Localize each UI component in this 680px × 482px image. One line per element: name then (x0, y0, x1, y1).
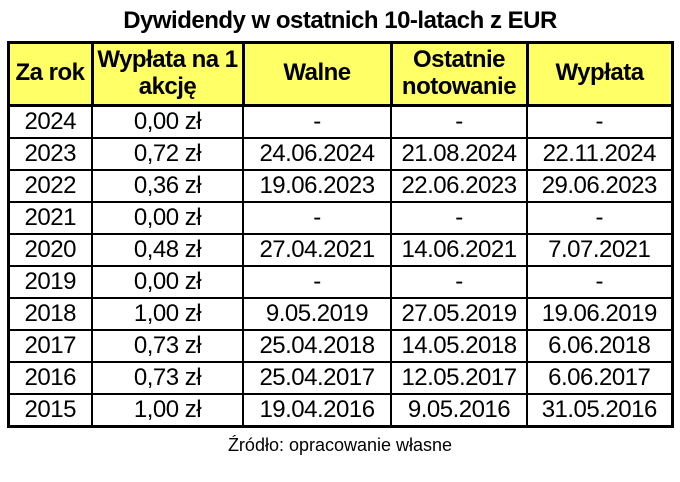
walne-cell: 19.06.2023 (242, 168, 392, 203)
last-quote-cell: 14.06.2021 (390, 232, 528, 267)
table-header: Za rok Wypłata na 1 akcję Walne Ostatnie… (6, 40, 674, 107)
table-row: 2018 1,00 zł 9.05.2019 27.05.2019 19.06.2019 (7, 296, 673, 331)
per-share-cell: 0,48 zł (91, 232, 244, 267)
table-row: 2015 1,00 zł 19.04.2016 9.05.2016 31.05.2016 (7, 392, 673, 428)
year-cell: 2022 (7, 168, 93, 203)
last-quote-cell: - (390, 104, 528, 139)
year-cell: 2023 (7, 136, 93, 171)
payout-cell: 31.05.2016 (526, 392, 673, 428)
header-cell-year: Za rok (6, 40, 94, 107)
walne-cell: 25.04.2017 (242, 360, 392, 395)
year-cell: 2021 (7, 200, 93, 235)
table-row: 2016 0,73 zł 25.04.2017 12.05.2017 6.06.2017 (7, 360, 673, 395)
payout-cell: - (526, 200, 673, 235)
payout-cell: - (526, 264, 673, 299)
per-share-cell: 0,00 zł (91, 104, 244, 139)
walne-cell: 25.04.2018 (242, 328, 392, 363)
page: Dywidendy w ostatnich 10-latach z EUR Za… (0, 7, 680, 482)
dividends-table: Za rok Wypłata na 1 akcję Walne Ostatnie… (6, 40, 674, 428)
table-row: 2017 0,73 zł 25.04.2018 14.05.2018 6.06.2018 (7, 328, 673, 363)
per-share-cell: 1,00 zł (91, 392, 244, 428)
walne-cell: 9.05.2019 (242, 296, 392, 331)
payout-cell: - (526, 104, 673, 139)
table-header-row: Za rok Wypłata na 1 akcję Walne Ostatnie… (6, 40, 674, 107)
header-cell-payout: Wypłata (525, 40, 674, 107)
last-quote-cell: - (390, 264, 528, 299)
year-cell: 2020 (7, 232, 93, 267)
year-cell: 2016 (7, 360, 93, 395)
table-row: 2019 0,00 zł - - - (7, 264, 673, 299)
payout-cell: 7.07.2021 (526, 232, 673, 267)
table-row: 2023 0,72 zł 24.06.2024 21.08.2024 22.11.202… (7, 136, 673, 171)
walne-cell: 27.04.2021 (242, 232, 392, 267)
last-quote-cell: - (390, 200, 528, 235)
per-share-cell: 0,00 zł (91, 200, 244, 235)
walne-cell: - (242, 264, 392, 299)
walne-cell: - (242, 200, 392, 235)
year-cell: 2015 (7, 392, 93, 428)
walne-cell: - (242, 104, 392, 139)
last-quote-cell: 12.05.2017 (390, 360, 528, 395)
year-cell: 2018 (7, 296, 93, 331)
last-quote-cell: 21.08.2024 (390, 136, 528, 171)
per-share-cell: 0,73 zł (91, 328, 244, 363)
table-row: 2020 0,48 zł 27.04.2021 14.06.2021 7.07.2021 (7, 232, 673, 267)
payout-cell: 19.06.2019 (526, 296, 673, 331)
header-cell-last-quote: Ostatnie notowanie (389, 40, 529, 107)
last-quote-cell: 14.05.2018 (390, 328, 528, 363)
table-row: 2021 0,00 zł - - - (7, 200, 673, 235)
year-cell: 2024 (7, 104, 93, 139)
year-cell: 2017 (7, 328, 93, 363)
last-quote-cell: 22.06.2023 (390, 168, 528, 203)
payout-cell: 22.11.2024 (526, 136, 673, 171)
per-share-cell: 0,73 zł (91, 360, 244, 395)
header-cell-walne: Walne (241, 40, 393, 107)
year-cell: 2019 (7, 264, 93, 299)
header-cell-per-share: Wypłata na 1 akcję (90, 40, 245, 107)
payout-cell: 6.06.2018 (526, 328, 673, 363)
per-share-cell: 0,00 zł (91, 264, 244, 299)
table-row: 2022 0,36 zł 19.06.2023 22.06.2023 29.06.202… (7, 168, 673, 203)
payout-cell: 29.06.2023 (526, 168, 673, 203)
last-quote-cell: 9.05.2016 (390, 392, 528, 428)
payout-cell: 6.06.2017 (526, 360, 673, 395)
source-caption: Źródło: opracowanie własne (227, 434, 453, 455)
table-row: 2024 0,00 zł - - - (7, 104, 673, 139)
walne-cell: 19.04.2016 (242, 392, 392, 428)
per-share-cell: 0,36 zł (91, 168, 244, 203)
per-share-cell: 0,72 zł (91, 136, 244, 171)
per-share-cell: 1,00 zł (91, 296, 244, 331)
last-quote-cell: 27.05.2019 (390, 296, 528, 331)
table-body: 2024 0,00 zł - - -2023 0,72 zł 24.06.2024 21.08… (7, 104, 673, 428)
page-title: Dywidendy w ostatnich 10-latach z EUR (123, 7, 557, 34)
walne-cell: 24.06.2024 (242, 136, 392, 171)
